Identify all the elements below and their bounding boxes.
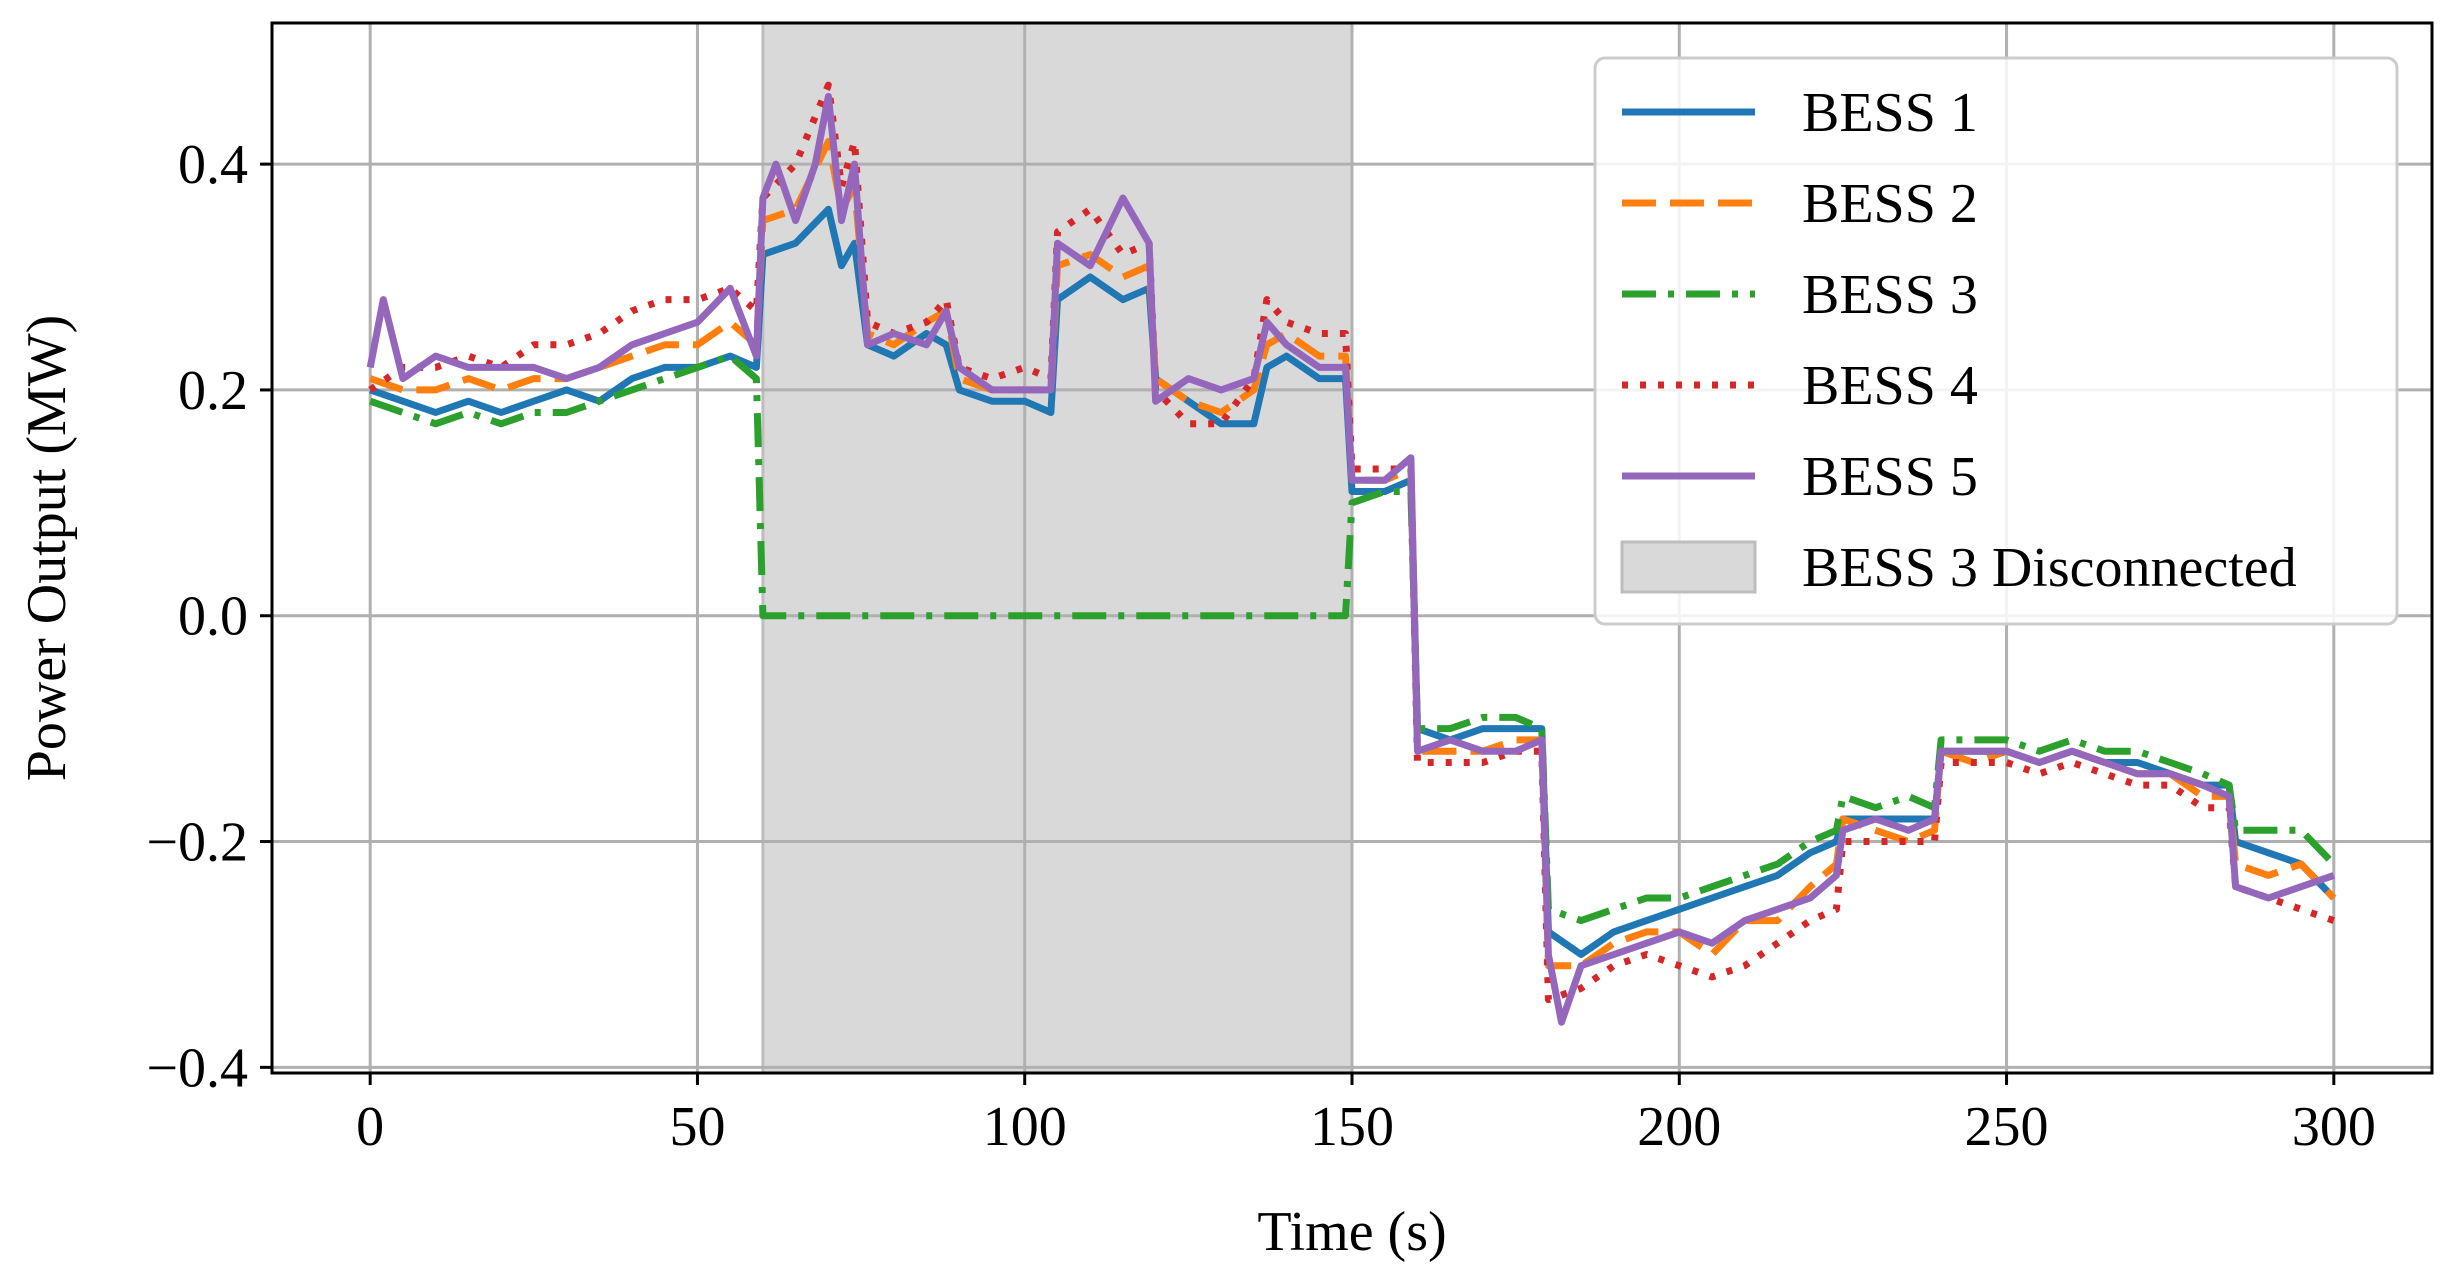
series-line-bess-3 bbox=[369, 352, 2337, 925]
x-axis-label: Time (s) bbox=[1257, 1201, 1446, 1263]
legend-box bbox=[1593, 56, 2399, 626]
y-tick-label: 0.0 bbox=[178, 586, 248, 648]
x-tick-label: 150 bbox=[1310, 1096, 1394, 1158]
x-tick-label: 0 bbox=[356, 1096, 384, 1158]
legend-swatch-disconnected bbox=[1620, 540, 1757, 594]
y-tick-label: −0.4 bbox=[146, 1037, 248, 1099]
y-tick-label: −0.2 bbox=[146, 812, 248, 874]
y-tick-label: 0.4 bbox=[178, 134, 248, 196]
x-tick-label: 250 bbox=[1965, 1096, 2049, 1158]
shaded-region-layer bbox=[761, 21, 1354, 1075]
x-tick-label: 300 bbox=[2292, 1096, 2376, 1158]
legend-label-bess-4: BESS 4 bbox=[1802, 355, 1978, 417]
legend-label-bess-5: BESS 5 bbox=[1802, 446, 1978, 508]
series-layer bbox=[366, 81, 2337, 1026]
legend-items: BESS 1 BESS 2 BESS 3 BESS 4 BESS 5 BESS 3 Dis… bbox=[1620, 82, 2297, 599]
x-tick-label: 200 bbox=[1637, 1096, 1721, 1158]
legend-label-bess-1: BESS 1 bbox=[1802, 82, 1978, 144]
legend: BESS 1 BESS 2 BESS 3 BESS 4 BESS 5 BESS 3 Dis… bbox=[1593, 56, 2399, 626]
x-axis: 0 50 100 150 200 250 300 bbox=[356, 1073, 2376, 1158]
y-axis-label: Power Output (MW) bbox=[16, 315, 78, 782]
x-tick-label: 100 bbox=[983, 1096, 1067, 1158]
x-tick-label: 50 bbox=[669, 1096, 725, 1158]
y-axis: −0.4 −0.2 0.0 0.2 0.4 bbox=[146, 134, 272, 1099]
bess3-disconnected-region bbox=[761, 21, 1354, 1075]
series-line-bess-5 bbox=[366, 92, 2335, 1026]
legend-label-disconnected: BESS 3 Disconnected bbox=[1802, 537, 2297, 599]
legend-label-bess-3: BESS 3 bbox=[1802, 264, 1978, 326]
y-tick-label: 0.2 bbox=[178, 360, 248, 422]
legend-label-bess-2: BESS 2 bbox=[1802, 173, 1978, 235]
